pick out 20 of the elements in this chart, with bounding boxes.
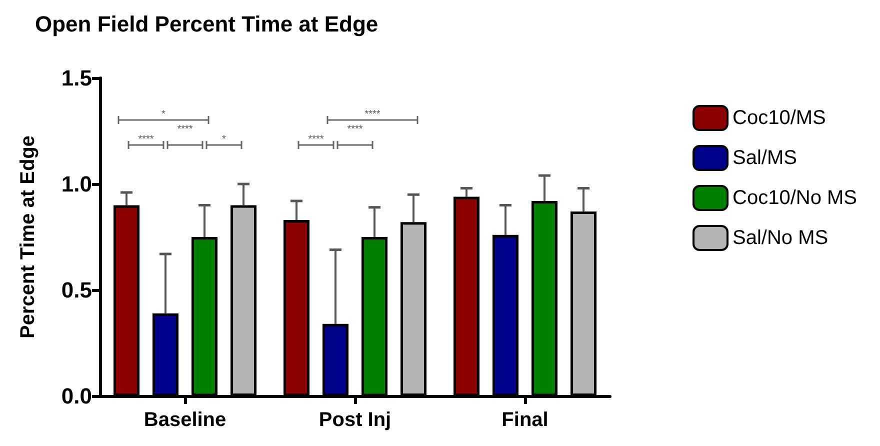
legend-label: Sal/MS bbox=[732, 147, 797, 169]
annotation: **** bbox=[177, 124, 193, 135]
x-tick-label: Post Inj bbox=[318, 409, 392, 431]
legend-label: Coc10/No MS bbox=[732, 187, 858, 209]
y-tick-label: 1.5 bbox=[61, 66, 92, 90]
y-axis-title: Percent Time at Edge bbox=[17, 135, 39, 339]
x-tick-label: Baseline bbox=[144, 409, 226, 431]
annotation: **** bbox=[138, 134, 154, 145]
annotation: * bbox=[162, 109, 166, 120]
y-tick-label: 0.5 bbox=[61, 278, 92, 302]
y-tick-label: 0.0 bbox=[61, 384, 92, 408]
annotation: **** bbox=[308, 134, 324, 145]
annotation: * bbox=[222, 134, 226, 145]
x-tick-label: Final bbox=[502, 409, 548, 431]
annotation: **** bbox=[347, 124, 363, 135]
legend-label: Sal/No MS bbox=[732, 227, 828, 249]
annotation: **** bbox=[364, 109, 380, 120]
y-tick-label: 1.0 bbox=[61, 172, 92, 196]
chart-title: Open Field Percent Time at Edge bbox=[35, 12, 378, 36]
legend-label: Coc10/MS bbox=[732, 107, 826, 129]
